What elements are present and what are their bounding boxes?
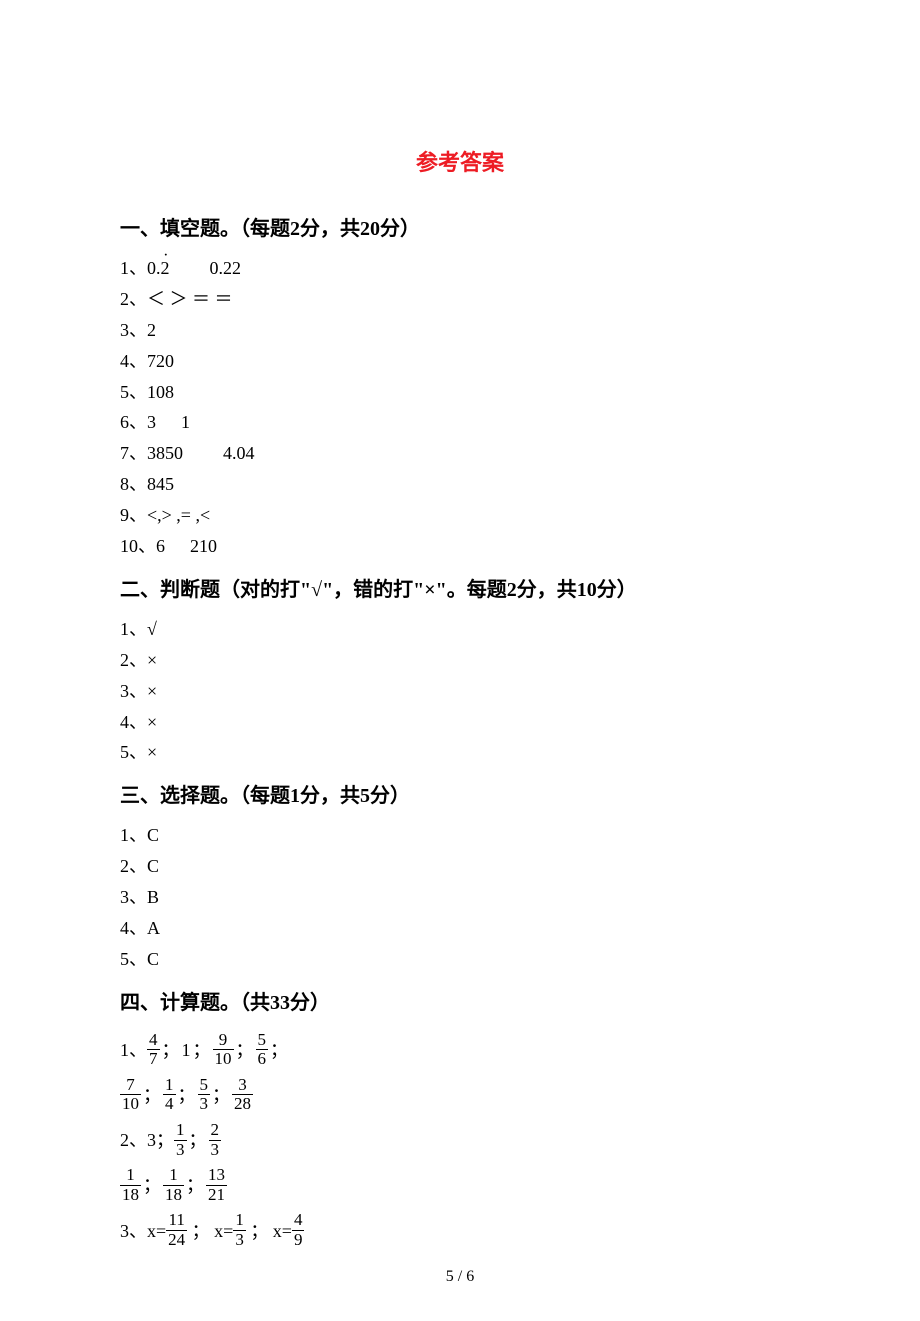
s4-q1-line1: 1、47；1；910；56； (120, 1029, 800, 1072)
s4-q3-prefix: 3、x= (120, 1221, 166, 1241)
s4-q3-mid2: ； x= (187, 1221, 233, 1241)
s2-a3: 3、× (120, 678, 800, 706)
s1-a2: 2、＜ ＞ ＝ ＝ (120, 286, 800, 314)
section-4-answers: 1、47；1；910；56； 710；14；53；328 2、3；13；23 1… (120, 1029, 800, 1253)
s4-q2-line2: 118；118；1321 (120, 1164, 800, 1207)
s1-a1-prefix: 1、 (120, 258, 147, 278)
s1-a1-v1: 0.2 (147, 255, 170, 283)
section-1-header: 一、填空题。（每题2分，共20分） (120, 212, 800, 241)
s4-q1-f4: 56 (256, 1031, 269, 1069)
s1-a8: 8、845 (120, 471, 800, 499)
s4-q2-f2: 23 (209, 1121, 222, 1159)
s1-a6-v2: 1 (181, 412, 190, 432)
s1-a9: 9、<,> ,= ,< (120, 502, 800, 530)
s4-q1-v2: 1 (182, 1040, 191, 1060)
s1-a7-v2: 4.04 (223, 443, 255, 463)
s1-a5: 5、108 (120, 379, 800, 407)
s4-q1-f7: 53 (198, 1076, 211, 1114)
s4-q3-f2: 13 (233, 1211, 246, 1249)
s1-a6-prefix: 6、3 (120, 412, 156, 432)
s2-a5: 5、× (120, 739, 800, 767)
s3-a3: 3、B (120, 884, 800, 912)
s2-a2: 2、× (120, 647, 800, 675)
s4-q3-mid3: ； x= (246, 1221, 292, 1241)
s2-a1: 1、√ (120, 616, 800, 644)
section-4-header: 四、计算题。（共33分） (120, 986, 800, 1015)
s4-q1-f5: 710 (120, 1076, 141, 1114)
section-3-header: 三、选择题。（每题1分，共5分） (120, 779, 800, 808)
s1-a4: 4、720 (120, 348, 800, 376)
section-2-answers: 1、√ 2、× 3、× 4、× 5、× (120, 616, 800, 767)
s4-q1-line2: 710；14；53；328 (120, 1074, 800, 1117)
s1-a7-prefix: 7、3850 (120, 443, 183, 463)
s4-q3-f3: 49 (292, 1211, 305, 1249)
s3-a1: 1、C (120, 822, 800, 850)
section-2-header: 二、判断题（对的打"√"，错的打"×"。每题2分，共10分） (120, 573, 800, 602)
s4-q1-f6: 14 (163, 1076, 176, 1114)
s4-q1-prefix: 1、 (120, 1040, 147, 1060)
s4-q2-f3: 118 (120, 1166, 141, 1204)
s4-q2-f5: 1321 (206, 1166, 227, 1204)
page-number: 5 / 6 (0, 1268, 920, 1286)
document-title: 参考答案 (120, 145, 800, 177)
s4-q3-line1: 3、x=1124 ； x=13 ； x=49 (120, 1210, 800, 1253)
s2-a4: 4、× (120, 709, 800, 737)
s4-q1-f1: 47 (147, 1031, 160, 1069)
s3-a4: 4、A (120, 915, 800, 943)
s4-q2-prefix: 2、3； (120, 1130, 174, 1150)
section-3-answers: 1、C 2、C 3、B 4、A 5、C (120, 822, 800, 973)
s4-q2-f1: 13 (174, 1121, 187, 1159)
s1-a1-v2: 0.22 (210, 258, 242, 278)
s1-a10-prefix: 10、6 (120, 536, 165, 556)
s4-q2-f4: 118 (163, 1166, 184, 1204)
s1-a3: 3、2 (120, 317, 800, 345)
s1-a1: 1、0.2 0.22 (120, 255, 800, 283)
s1-a10: 10、6 210 (120, 533, 800, 561)
s4-q3-f1: 1124 (166, 1211, 187, 1249)
s3-a5: 5、C (120, 946, 800, 974)
s1-a7: 7、3850 4.04 (120, 440, 800, 468)
s3-a2: 2、C (120, 853, 800, 881)
s4-q1-f8: 328 (232, 1076, 253, 1114)
s1-a6: 6、3 1 (120, 409, 800, 437)
section-1-answers: 1、0.2 0.22 2、＜ ＞ ＝ ＝ 3、2 4、720 5、108 6、3 1… (120, 255, 800, 561)
s4-q2-line1: 2、3；13；23 (120, 1119, 800, 1162)
s4-q1-f3: 910 (213, 1031, 234, 1069)
s1-a10-v2: 210 (190, 536, 217, 556)
